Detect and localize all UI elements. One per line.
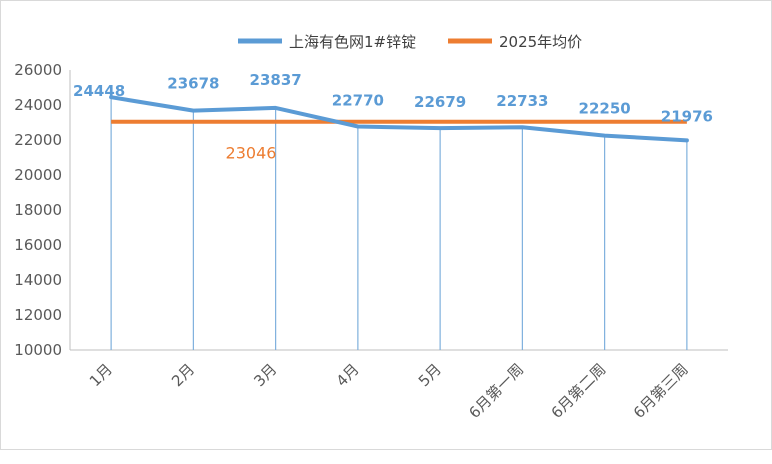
y-tick-label: 16000 bbox=[14, 236, 62, 254]
y-tick-label: 26000 bbox=[14, 61, 62, 79]
data-labels: 24448 23678 23837 22770 22679 22733 22250 21976 bbox=[73, 71, 713, 126]
x-category-label: 6月第三周 bbox=[630, 360, 692, 422]
x-category-label: 6月第二周 bbox=[548, 360, 610, 422]
x-axis-categories: 1月 2月 3月 4月 5月 6月第一周 6月第二周 6月第三周 bbox=[86, 360, 692, 422]
x-category-label: 6月第一周 bbox=[465, 360, 527, 422]
data-label: 22770 bbox=[332, 92, 384, 110]
data-label: 23678 bbox=[167, 75, 219, 93]
data-label: 24448 bbox=[73, 82, 125, 100]
data-label: 21976 bbox=[661, 107, 713, 125]
y-tick-label: 18000 bbox=[14, 201, 62, 219]
y-tick-label: 24000 bbox=[14, 96, 62, 114]
data-label: 23837 bbox=[250, 71, 302, 89]
y-tick-label: 14000 bbox=[14, 271, 62, 289]
y-tick-label: 12000 bbox=[14, 306, 62, 324]
legend: 上海有色网1#锌锭 2025年均价 bbox=[238, 33, 582, 51]
data-label: 22733 bbox=[496, 92, 548, 110]
data-label: 22250 bbox=[579, 100, 631, 118]
legend-label-avg: 2025年均价 bbox=[499, 33, 582, 51]
x-category-label: 2月 bbox=[168, 360, 198, 390]
legend-label-zinc: 上海有色网1#锌锭 bbox=[289, 33, 416, 51]
y-tick-label: 22000 bbox=[14, 131, 62, 149]
y-tick-label: 20000 bbox=[14, 166, 62, 184]
x-category-label: 5月 bbox=[415, 360, 445, 390]
zinc-price-line bbox=[109, 95, 689, 143]
chart-frame bbox=[0, 0, 772, 450]
x-category-label: 4月 bbox=[333, 360, 363, 390]
drop-lines bbox=[110, 97, 688, 350]
x-category-label: 1月 bbox=[86, 360, 116, 390]
y-tick-label: 10000 bbox=[14, 341, 62, 359]
y-axis-ticks: 10000 12000 14000 16000 18000 20000 22000 24000… bbox=[14, 61, 62, 359]
average-value-label: 23046 bbox=[226, 144, 277, 163]
x-category-label: 3月 bbox=[250, 360, 280, 390]
data-label: 22679 bbox=[414, 93, 466, 111]
